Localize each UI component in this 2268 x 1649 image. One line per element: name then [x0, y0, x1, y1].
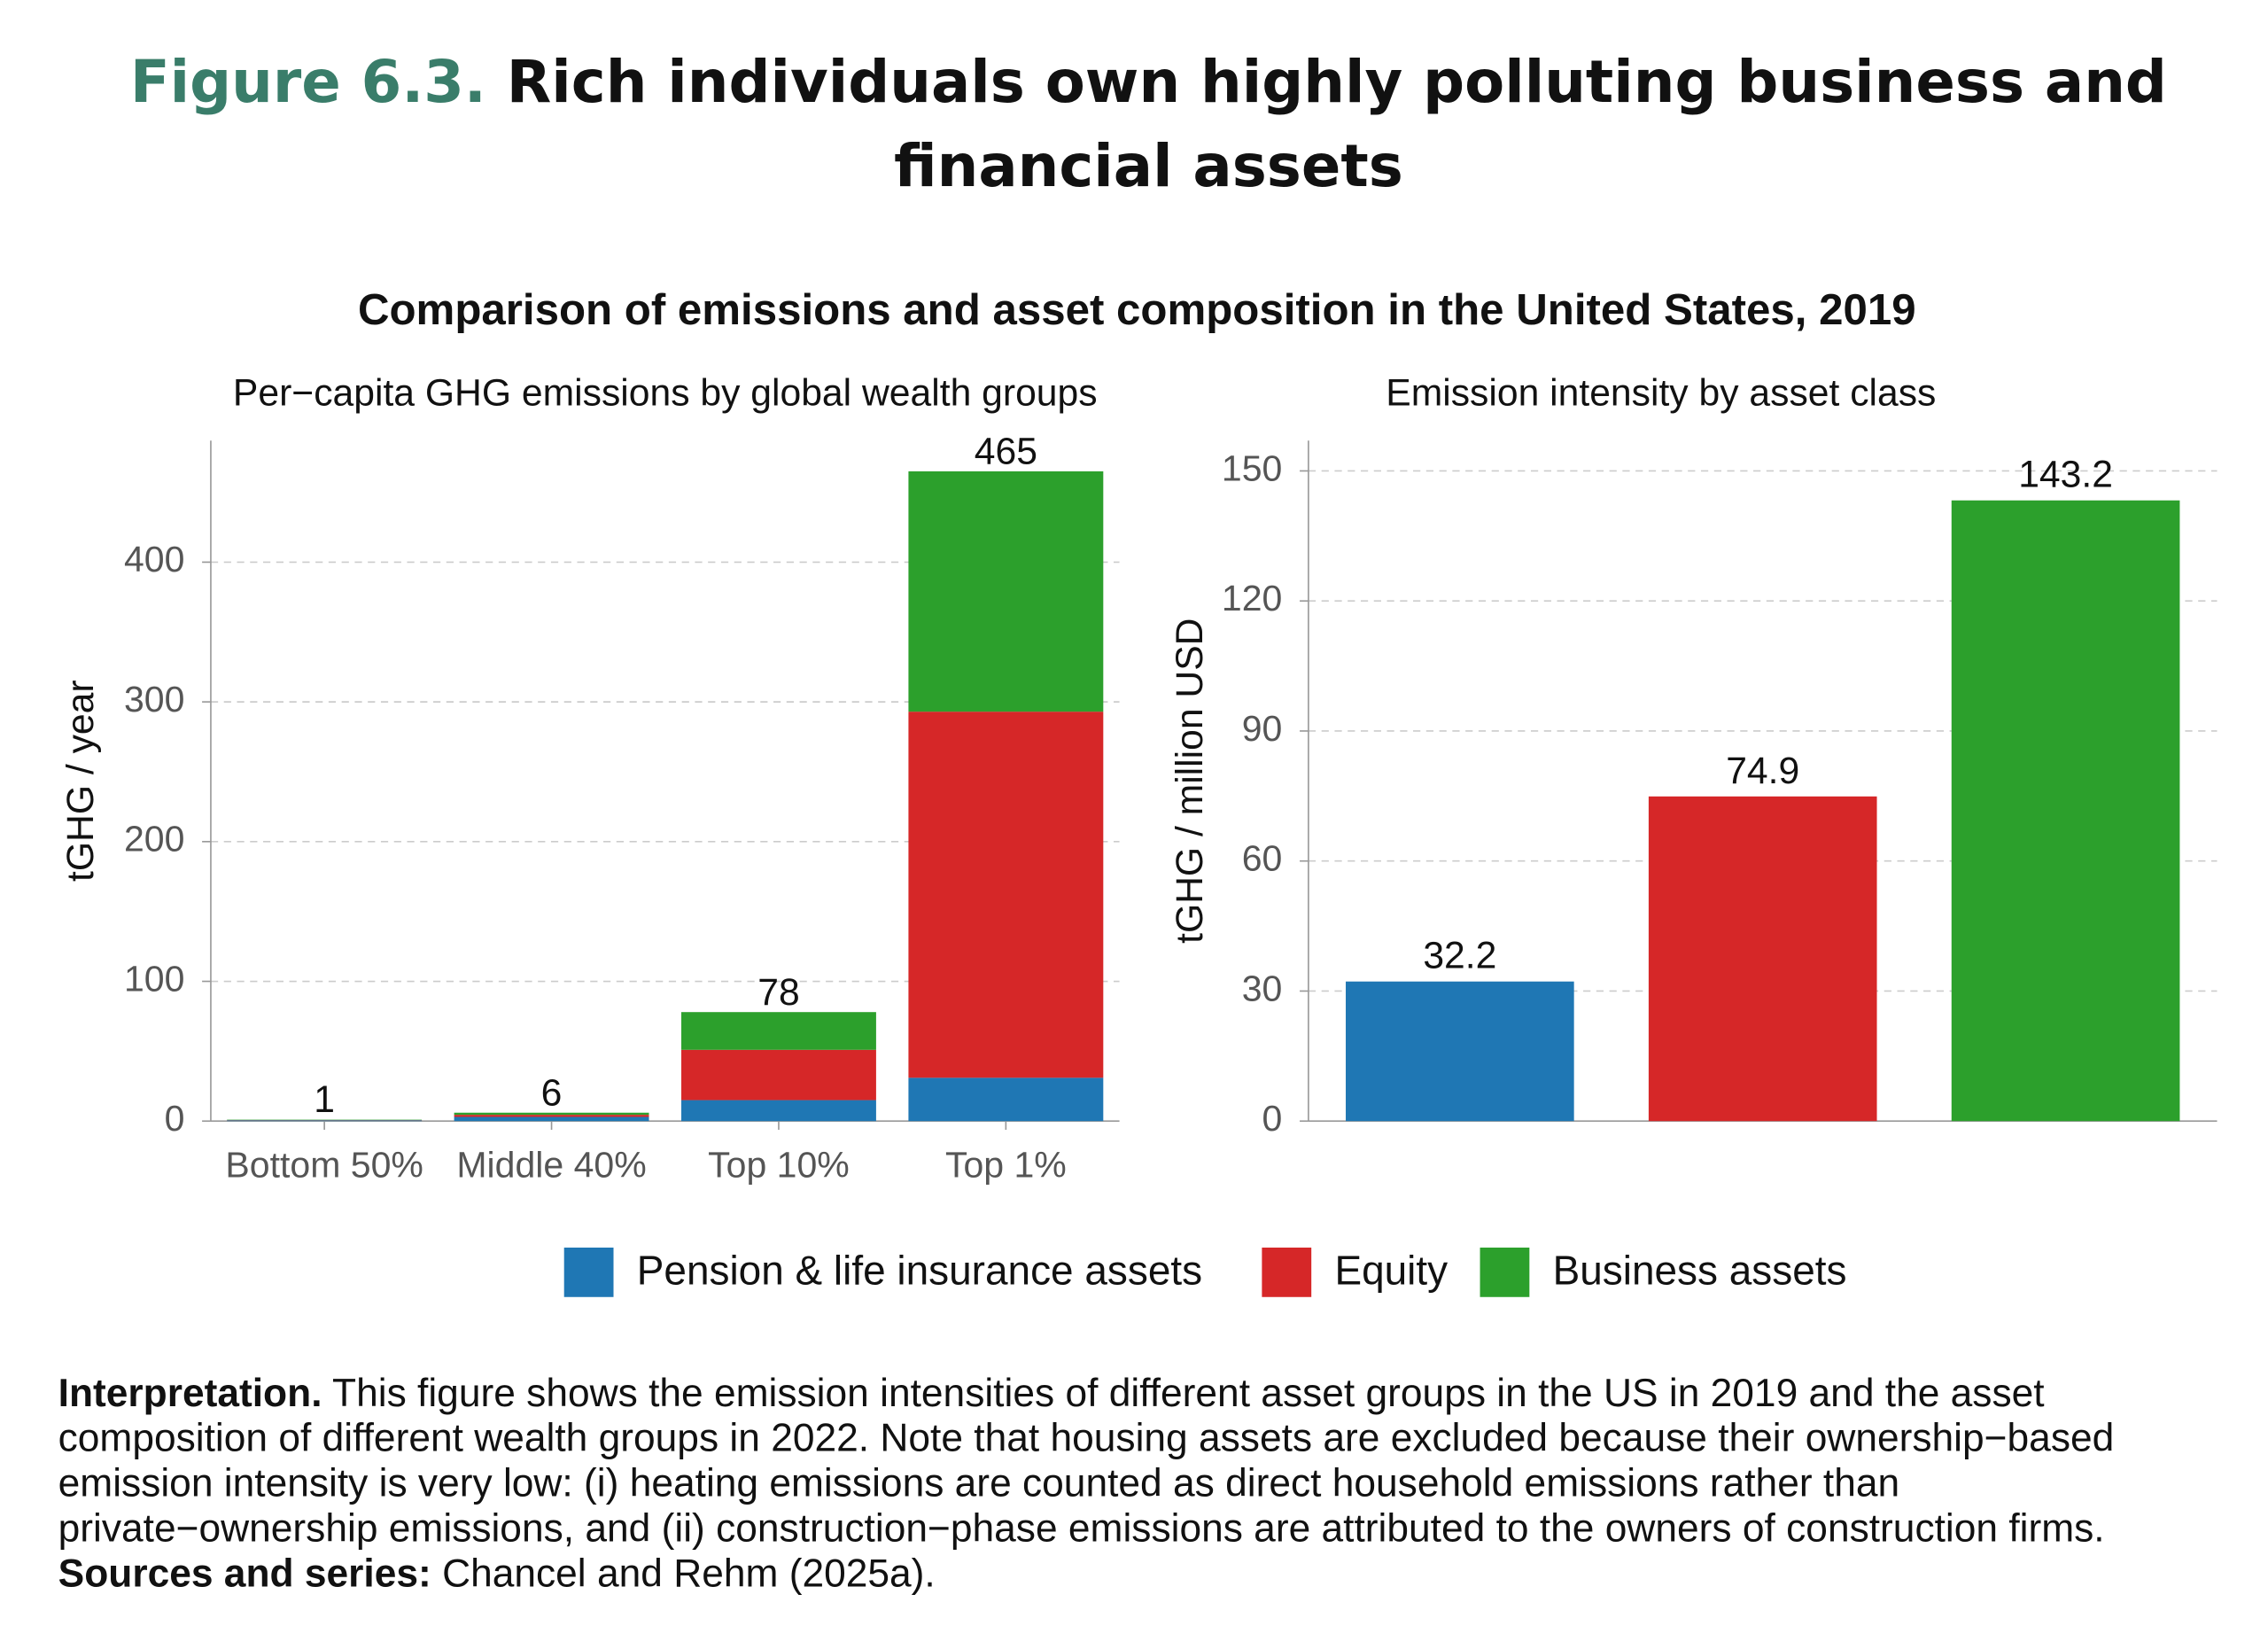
sources-text: Chancel and Rehm (2025a). — [442, 1551, 936, 1596]
y-tick-label: 200 — [124, 819, 184, 860]
note: Interpretation. This figure shows the em… — [58, 1371, 2225, 1596]
bar-segment — [908, 1077, 1104, 1122]
legend-swatch — [1480, 1247, 1530, 1297]
sources-label: Sources and series: — [58, 1551, 431, 1596]
bar — [1346, 981, 1574, 1122]
y-tick-label: 0 — [165, 1098, 185, 1139]
y-tick-label: 100 — [124, 958, 184, 999]
legend-label: Pension & life insurance assets — [637, 1248, 1202, 1294]
x-tick-label: Bottom 50% — [225, 1145, 423, 1186]
y-tick-label: 400 — [124, 539, 184, 579]
y-tick-label: 150 — [1222, 447, 1282, 488]
figure-label: Figure 6.3. — [129, 49, 486, 117]
value-label: 32.2 — [1423, 935, 1496, 977]
y-tick-label: 300 — [124, 679, 184, 719]
y-tick-label: 30 — [1242, 968, 1283, 1008]
legend-label: Business assets — [1553, 1248, 1847, 1294]
bar-segment — [681, 1049, 876, 1101]
y-axis-title: tGHG / year — [59, 680, 102, 882]
y-tick-label: 120 — [1222, 578, 1282, 618]
bar-segment — [681, 1012, 876, 1050]
note-label: Interpretation. — [58, 1371, 322, 1415]
bar-segment — [227, 1120, 423, 1122]
title-text: Rich individuals own highly polluting bu… — [506, 49, 2167, 201]
legend-label: Equity — [1334, 1248, 1448, 1294]
total-label: 6 — [541, 1071, 563, 1114]
y-tick-label: 0 — [1262, 1098, 1283, 1139]
note-text: This figure shows the emission intensiti… — [58, 1371, 2115, 1551]
value-label: 74.9 — [1726, 750, 1799, 792]
chart-title: Emission intensity by asset class — [1386, 372, 1936, 415]
value-label: 143.2 — [2018, 454, 2113, 496]
total-label: 78 — [757, 971, 799, 1014]
x-tick-label: Top 1% — [945, 1145, 1067, 1186]
heading: Comparison of emissions and asset compos… — [358, 285, 1916, 334]
bar-segment — [454, 1115, 649, 1117]
figure-title: Figure 6.3. Rich individuals own highly … — [43, 41, 2253, 209]
total-label: 465 — [975, 430, 1037, 472]
bar-segment — [908, 471, 1104, 712]
bar — [1951, 500, 2180, 1122]
bar — [1648, 796, 1877, 1122]
y-tick-label: 90 — [1242, 708, 1283, 749]
bar-segment — [454, 1112, 649, 1116]
bar-segment — [681, 1100, 876, 1122]
legend-swatch — [1262, 1247, 1312, 1297]
bar-segment — [454, 1116, 649, 1122]
total-label: 1 — [314, 1078, 335, 1121]
y-axis-title: tGHG / million USD — [1169, 618, 1211, 944]
x-tick-label: Middle 40% — [456, 1145, 646, 1186]
bar-segment — [908, 712, 1104, 1078]
chart-title: Per−capita GHG emissions by global wealt… — [233, 372, 1098, 415]
x-tick-label: Top 10% — [708, 1145, 850, 1186]
legend-swatch — [563, 1247, 614, 1297]
y-tick-label: 60 — [1242, 838, 1283, 879]
